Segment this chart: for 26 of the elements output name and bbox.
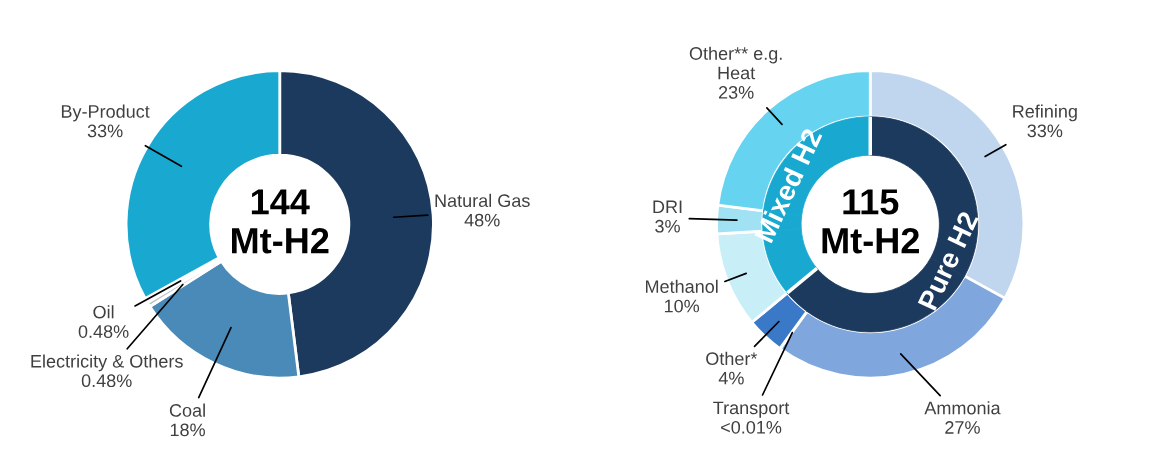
slice-label: By-Product (61, 104, 150, 122)
slice-label: Electricity & Others (31, 354, 183, 372)
text: 144 Mt-H2 (232, 189, 329, 254)
slice-label: DRI (653, 200, 682, 213)
data-label: 23% (718, 86, 754, 99)
slice-label: Oil (93, 305, 114, 319)
slice-label: Ammonia (924, 401, 1001, 415)
data-label: 0.48% (81, 374, 132, 388)
slice-label: Coal (169, 403, 205, 417)
data-label: 48% (464, 213, 500, 227)
data-label: 18% (170, 423, 205, 437)
data-label: <0.01% (721, 420, 782, 434)
slice-label: Transport (713, 401, 790, 418)
slice-label: Other** e.g. Heat (689, 46, 782, 80)
data-label: 4% (718, 371, 744, 385)
data-label: 27% (945, 421, 980, 434)
slice-label: Other* (706, 351, 758, 366)
data-label: 33% (1027, 124, 1063, 138)
slice-label: Methanol (645, 279, 718, 293)
data-label: 0.48% (78, 325, 129, 338)
data-label: 10% (664, 299, 700, 313)
slice-label: Refining (1013, 104, 1077, 122)
data-label: 3% (655, 219, 680, 233)
data-label: 33% (87, 124, 123, 138)
slice-label: Natural Gas (435, 193, 530, 208)
text: 115 Mt-H2 (822, 189, 919, 254)
